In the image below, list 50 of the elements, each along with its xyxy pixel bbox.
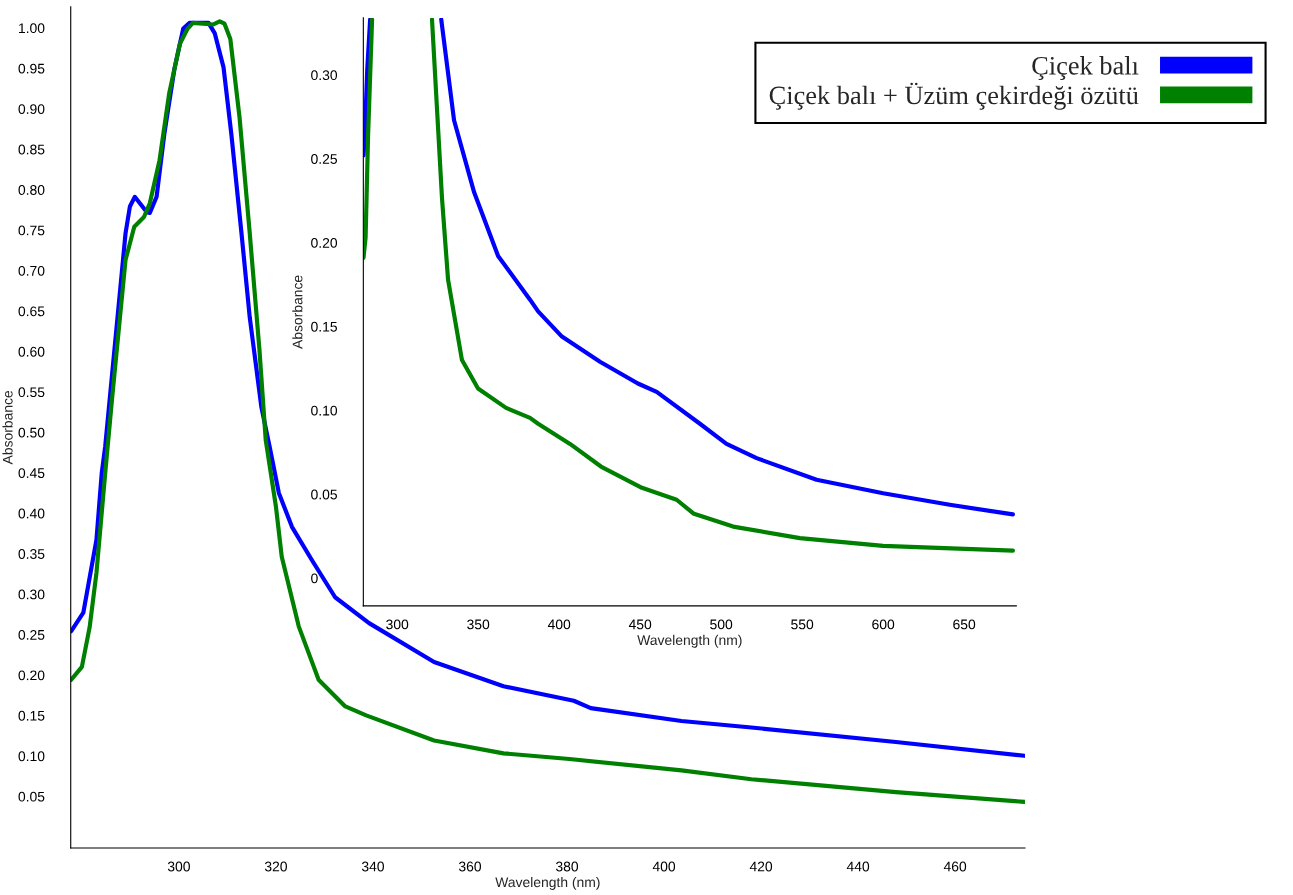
x-tick-label: 300 [167, 861, 190, 872]
x-axis-title: Wavelength (nm) [637, 634, 742, 648]
y-tick-label: 0.25 [311, 154, 337, 164]
y-tick-label: 0.55 [18, 387, 45, 398]
y-tick-label: 0 [311, 573, 318, 584]
y-tick-label: 0.30 [311, 70, 338, 81]
y-tick-label: 0.85 [18, 144, 45, 155]
y-tick-label: 0.45 [18, 468, 45, 479]
y-tick-label: 0.95 [18, 63, 45, 74]
y-tick-label: 0.20 [311, 237, 338, 248]
x-tick-label: 320 [264, 861, 287, 872]
y-tick-label: 0.80 [18, 185, 45, 195]
x-tick-label: 340 [361, 861, 384, 872]
y-tick-label: 0.05 [18, 791, 45, 802]
x-tick-label: 300 [386, 619, 409, 630]
legend-label: Çiçek balı + Üzüm çekirdeği özütü [769, 82, 1139, 110]
x-tick-label: 350 [467, 619, 490, 630]
y-tick-label: 0.30 [18, 589, 45, 600]
y-axis-title: Absorbance [2, 390, 13, 465]
y-tick-label: 0.15 [18, 710, 45, 721]
x-tick-label: 380 [555, 861, 579, 872]
x-tick-label: 360 [458, 861, 482, 872]
y-tick-label: 0.65 [18, 306, 45, 317]
y-tick-label: 0.15 [311, 321, 337, 332]
y-tick-label: 0.50 [18, 427, 45, 438]
y-tick-label: 0.70 [18, 265, 45, 276]
y-axis-title: Absorbance [292, 275, 303, 349]
x-tick-label: 440 [846, 861, 870, 872]
x-tick-label: 450 [628, 619, 652, 630]
y-tick-label: 0.05 [311, 489, 337, 500]
x-axis-title: Wavelength (nm) [495, 876, 600, 890]
x-tick-label: 420 [749, 861, 773, 872]
legend-label: Çiçek balı [1032, 56, 1139, 81]
y-tick-label: 0.35 [18, 549, 45, 559]
y-tick-label: 0.20 [18, 670, 45, 681]
y-tick-label: 0.75 [18, 225, 45, 236]
x-tick-label: 400 [547, 619, 571, 630]
y-tick-label: 0.25 [18, 629, 45, 640]
y-tick-label: 0.90 [18, 104, 45, 114]
x-tick-label: 400 [652, 861, 676, 872]
y-tick-label: 0.10 [18, 751, 45, 762]
y-tick-label: 0.40 [18, 508, 45, 519]
x-tick-label: 500 [710, 619, 733, 630]
y-tick-label: 1.00 [19, 23, 45, 34]
x-tick-label: 600 [872, 619, 895, 630]
y-tick-label: 0.60 [18, 346, 45, 357]
x-tick-label: 650 [953, 619, 976, 630]
x-tick-label: 550 [791, 619, 814, 630]
x-tick-label: 460 [943, 861, 967, 872]
y-tick-label: 0.10 [311, 405, 338, 416]
